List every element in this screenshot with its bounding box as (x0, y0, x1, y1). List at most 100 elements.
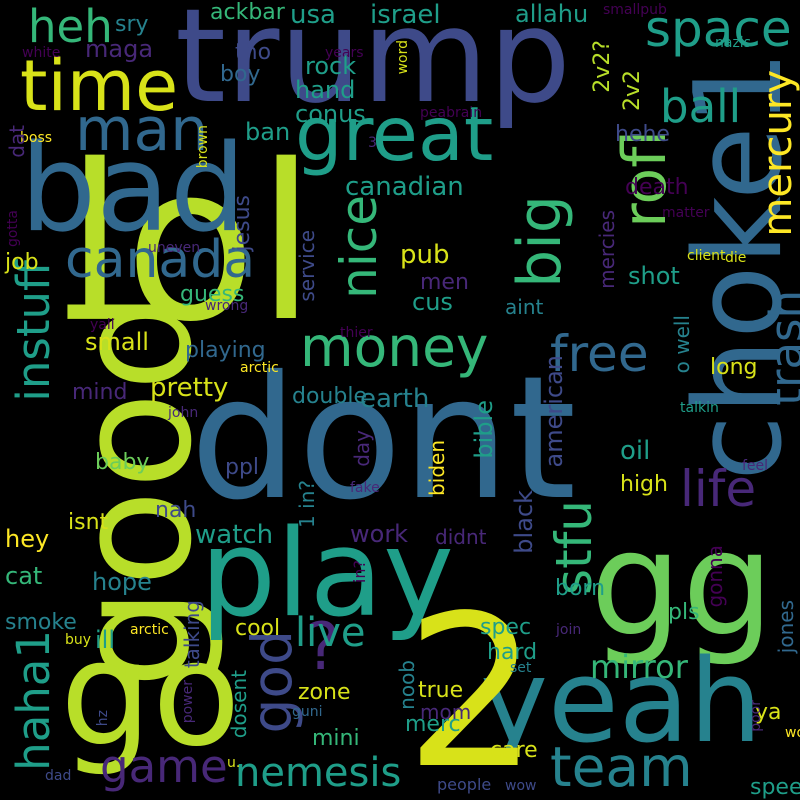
word-26: stfu (545, 500, 603, 595)
word-71: die (725, 250, 746, 266)
word-14: money (300, 315, 488, 379)
word-52: 2v2? (590, 40, 615, 93)
word-11: time (20, 45, 178, 127)
word-76: cus (412, 288, 453, 316)
word-103: nah (155, 498, 196, 523)
word-82: o well (670, 315, 694, 373)
word-145: speech (750, 775, 800, 800)
word-80: small (85, 328, 149, 356)
word-32: nemesis (235, 750, 401, 796)
word-117: smoke (5, 610, 77, 635)
word-79: yall (90, 317, 115, 333)
word-125: hard (487, 640, 537, 665)
word-128: zone (298, 680, 351, 705)
word-138: care (490, 738, 538, 763)
word-53: 2v2 (620, 70, 645, 111)
word-5: bad (20, 120, 246, 259)
word-141: u. (227, 755, 240, 771)
word-92: talkin (680, 400, 719, 416)
word-123: buy (65, 632, 91, 648)
word-20: heh (28, 0, 113, 53)
word-62: death (625, 175, 689, 200)
word-108: black (510, 490, 538, 554)
word-104: isnt (68, 510, 109, 535)
word-121: join (555, 622, 581, 638)
word-7: yeah (480, 635, 762, 769)
word-22: free (550, 325, 649, 383)
word-100: feel (742, 458, 768, 474)
word-85: arctic (240, 360, 279, 376)
word-28: god (240, 630, 304, 733)
word-8: choke1 (670, 50, 800, 481)
word-66: uneven (148, 240, 200, 256)
word-65: gotta (5, 210, 21, 247)
word-137: merc (405, 712, 461, 737)
word-15: big (505, 195, 575, 288)
word-130: true (418, 678, 463, 703)
word-106: work (350, 520, 408, 548)
word-83: playing (185, 338, 266, 363)
word-99: biden (425, 440, 449, 496)
word-94: oil (620, 436, 650, 466)
word-98: 1 in? (295, 480, 319, 528)
word-6: play (200, 505, 454, 644)
word-109: didnt (435, 525, 487, 549)
word-73: men (420, 270, 469, 295)
word-105: watch (195, 520, 273, 550)
word-69: mercies (595, 210, 619, 289)
word-17: mercury (755, 70, 800, 237)
word-37: israel (370, 0, 441, 30)
word-39: ackbar (210, 0, 286, 25)
word-44: years (325, 45, 364, 61)
word-63: jesus (230, 195, 255, 253)
word-9: 2 (405, 570, 539, 800)
word-0: lol (65, 118, 316, 369)
word-96: ppl (225, 455, 259, 480)
word-120: cool (235, 616, 280, 641)
word-86: pretty (150, 373, 228, 403)
word-113: born (555, 576, 605, 601)
word-139: poor (748, 700, 764, 732)
word-3: trump (175, 0, 571, 132)
word-107: hey (5, 525, 49, 553)
word-2: good (40, 290, 227, 689)
word-111: cat (5, 562, 42, 590)
word-75: guess (180, 282, 244, 307)
word-118: ill (95, 626, 115, 654)
word-59: brown (195, 125, 211, 168)
word-95: baby (95, 450, 149, 475)
word-24: instuff (7, 259, 60, 402)
word-116: gonna (703, 545, 727, 608)
word-55: hehe (615, 122, 670, 147)
word-16: rofl (610, 130, 680, 228)
word-34: live (295, 610, 366, 656)
word-70: client (687, 248, 726, 264)
word-56: peabrain (420, 105, 482, 121)
word-77: aint (505, 295, 543, 319)
word-136: mini (312, 726, 360, 751)
word-4: gg (590, 500, 774, 669)
word-87: mind (72, 380, 127, 405)
word-21: trash (760, 290, 800, 406)
word-102: fake (350, 480, 380, 496)
word-91: john (167, 405, 198, 421)
word-10: go (60, 610, 241, 779)
word-133: power (180, 680, 196, 724)
word-57: boss (20, 130, 52, 146)
word-140: women (785, 725, 800, 741)
word-131: mom (420, 700, 471, 724)
word-1: dont (190, 340, 576, 538)
word-60: 3 (368, 135, 377, 151)
word-61: canadian (345, 172, 464, 202)
word-33: game (100, 740, 228, 793)
word-47: tho (235, 40, 271, 65)
word-58: dat (5, 125, 29, 158)
word-50: hand (295, 76, 355, 104)
word-81: thier (340, 325, 373, 341)
word-49: rock (305, 52, 356, 80)
word-43: white (22, 45, 60, 61)
word-88: american (540, 355, 568, 468)
word-93: bible (470, 400, 498, 459)
